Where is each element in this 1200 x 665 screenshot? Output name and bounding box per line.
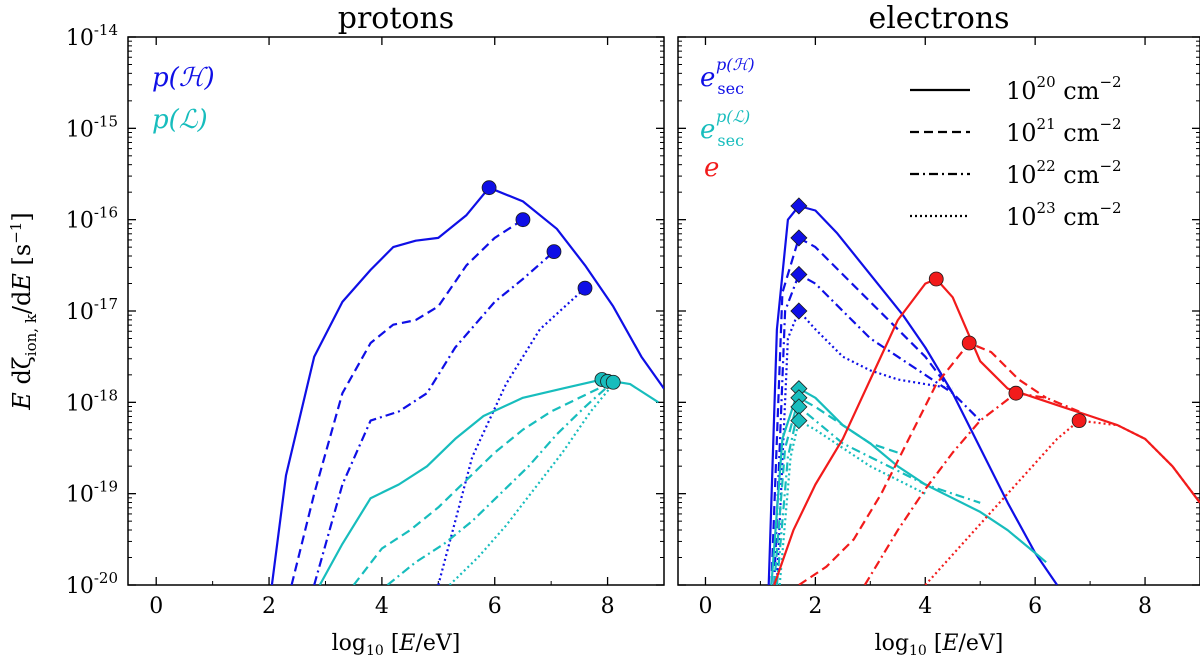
data-point-circle — [1071, 413, 1087, 429]
protons-plot-frame — [127, 36, 665, 586]
legend-column-density-label: 1021 cm−2 — [1006, 115, 1122, 147]
series-line — [448, 383, 615, 585]
data-point-diamond — [790, 265, 808, 284]
legend-esec-pH: e secp(ℋ) — [700, 55, 755, 98]
legend-column-density-label: 1020 cm−2 — [1006, 73, 1122, 105]
y-tick-label: 10-18 — [66, 386, 118, 416]
data-point-diamond — [790, 302, 808, 320]
series-line — [352, 383, 609, 585]
data-point-circle — [481, 180, 497, 196]
data-point-diamond — [790, 197, 808, 215]
series-line — [270, 186, 664, 585]
legend-p-H: p(ℋ) — [152, 63, 215, 93]
legend-esec-pL: e secp(ℒ) — [700, 107, 750, 150]
legend-column-density-label: 1022 cm−2 — [1006, 157, 1122, 189]
series-line — [773, 277, 1200, 585]
y-tick-label: 10-16 — [66, 204, 118, 234]
y-axis-label: E dζion, k/dE [s−1] — [7, 212, 40, 410]
x-tick-label: 2 — [808, 594, 822, 619]
legend-p-L: p(ℒ) — [152, 105, 208, 135]
electrons-plot-frame — [677, 36, 1200, 586]
legend-e: e — [704, 153, 719, 183]
data-point-circle — [515, 212, 531, 228]
series-line — [773, 396, 899, 585]
electrons-x-axis-label: log10 [E/eV] — [875, 631, 1004, 659]
data-point-circle — [961, 335, 977, 351]
series-lines — [270, 186, 1200, 585]
series-line — [778, 419, 926, 585]
x-tick-label: 2 — [262, 594, 276, 619]
electrons-title: electrons — [868, 1, 1009, 36]
protons-x-axis-label: log10 [E/eV] — [332, 631, 461, 659]
data-point-diamond — [790, 229, 808, 247]
y-tick-label: 10-20 — [66, 569, 118, 599]
column-density-legend: 1020 cm−2 1021 cm−2 1022 cm−2 1023 cm−2 — [910, 73, 1122, 231]
y-tick-label: 10-17 — [66, 295, 118, 325]
x-tick-label: 6 — [1028, 594, 1042, 619]
x-tick-label: 8 — [601, 594, 615, 619]
data-point-circle — [577, 280, 593, 296]
x-tick-label: 0 — [698, 594, 712, 619]
x-tick-label: 4 — [918, 594, 932, 619]
series-line — [318, 378, 659, 585]
series-line — [798, 341, 1047, 585]
data-point-circle — [546, 244, 562, 260]
data-point-circle — [928, 271, 944, 287]
series-line — [775, 309, 953, 585]
series-line — [767, 204, 1059, 585]
series-line — [863, 392, 1080, 585]
data-point-diamond — [790, 412, 808, 430]
series-line — [290, 218, 524, 585]
x-tick-label: 8 — [1138, 594, 1152, 619]
y-tick-label: 10-15 — [66, 112, 118, 142]
electrons-species-legend: e secp(ℋ) e secp(ℒ) e — [700, 55, 755, 183]
x-tick-label: 0 — [149, 594, 163, 619]
x-tick-label: 6 — [488, 594, 502, 619]
series-line — [770, 236, 954, 585]
protons-title: protons — [338, 1, 454, 36]
data-point-circle — [1008, 385, 1024, 401]
x-tick-label: 4 — [375, 594, 389, 619]
legend-column-density-label: 1023 cm−2 — [1006, 199, 1122, 231]
y-tick-label: 10-19 — [66, 478, 118, 508]
series-line — [386, 383, 612, 585]
series-line — [775, 405, 981, 585]
data-point-circle — [605, 374, 621, 390]
y-tick-label: 10-14 — [66, 21, 118, 51]
series-line — [924, 419, 1200, 585]
series-line — [313, 250, 555, 585]
series-markers — [481, 180, 1087, 430]
protons-legend: p(ℋ) p(ℒ) — [152, 63, 215, 135]
axes-ticks: 0 2 4 6 8 10-20 10-19 10-18 10-17 10-16 10-15 10-14… — [66, 21, 1200, 619]
series-line — [437, 287, 586, 585]
series-line — [773, 273, 981, 585]
